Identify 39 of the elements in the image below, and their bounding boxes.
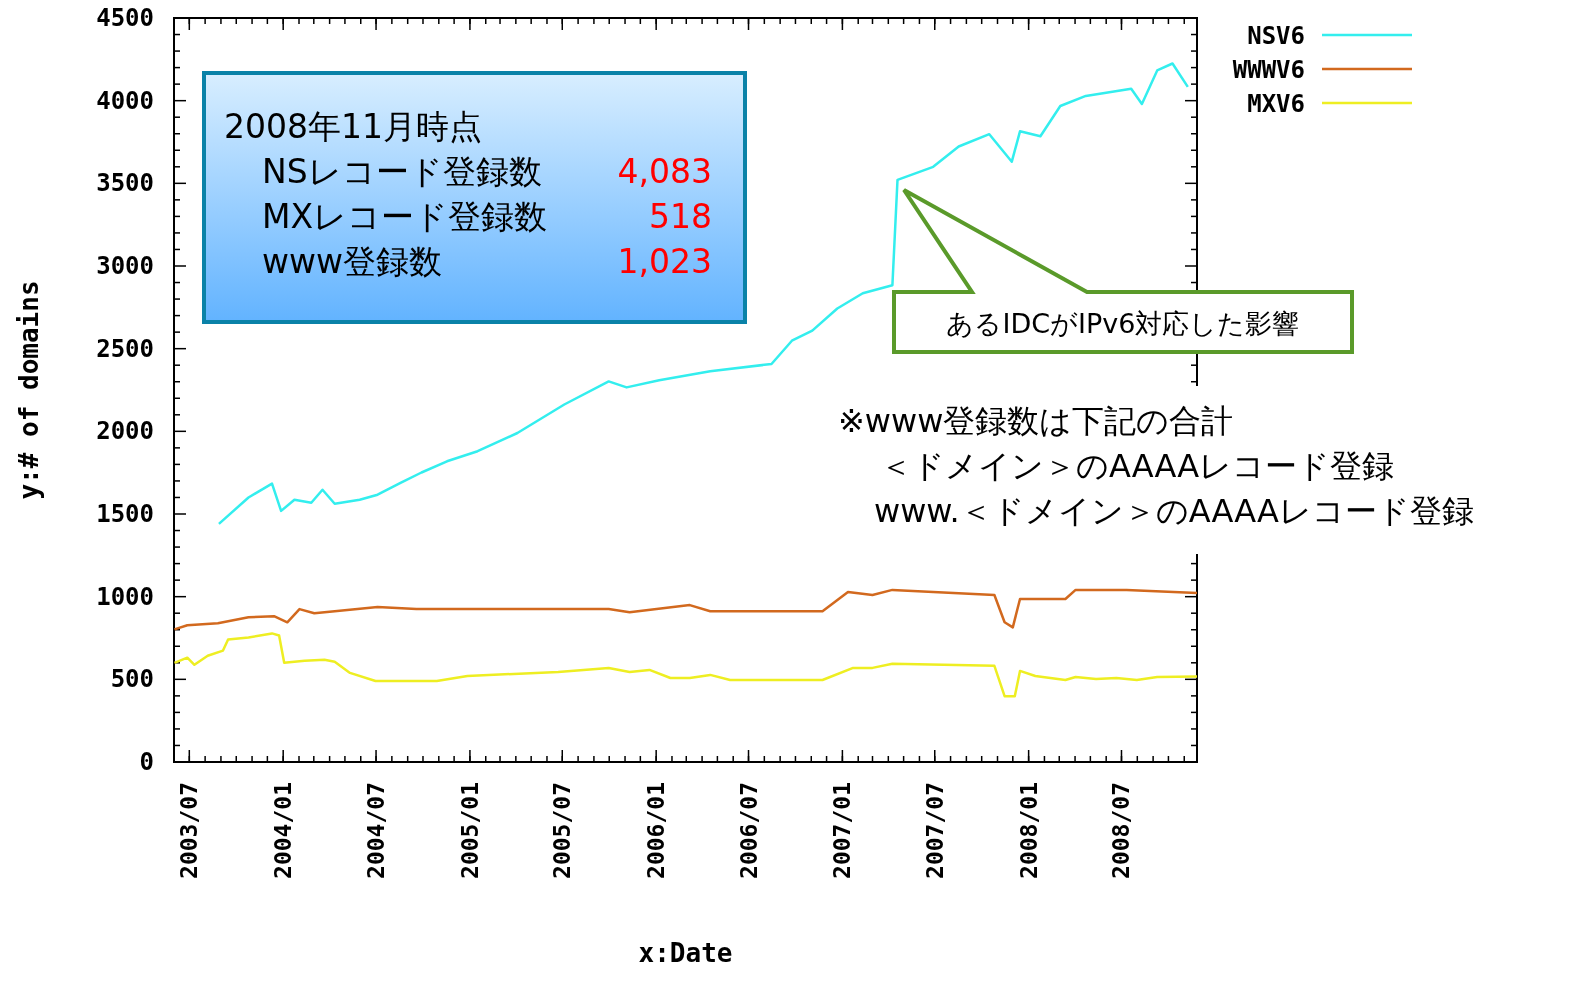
x-tick-label: 2007/01	[829, 782, 856, 879]
y-tick-label: 1000	[96, 582, 154, 611]
x-tick-label: 2003/07	[176, 782, 203, 879]
text: MXV6	[1247, 90, 1305, 118]
annotation: あるIDCがIPv6対応した影響	[946, 308, 1300, 339]
annotation: www登録数	[262, 242, 442, 281]
text: WWWV6	[1232, 56, 1305, 84]
text: NSV6	[1247, 22, 1305, 50]
annotation: NSレコード登録数	[262, 152, 542, 191]
y-tick-label: 500	[110, 665, 154, 694]
y-tick-label: 2000	[96, 417, 154, 446]
x-tick-label: 2007/07	[921, 782, 948, 879]
annotation: 518	[649, 197, 712, 236]
y-axis-title: y:# of domains	[14, 280, 44, 500]
annotation: 2008年11月時点	[224, 107, 482, 146]
y-tick-label: 4500	[96, 4, 154, 32]
x-tick-label: 2008/01	[1015, 782, 1042, 879]
annotation: MXレコード登録数	[262, 197, 548, 236]
x-axis-title: x:Date	[638, 938, 733, 968]
x-tick-label: 2004/07	[363, 782, 390, 879]
y-tick-label: 0	[139, 748, 154, 776]
x-tick-label: 2005/01	[456, 782, 483, 879]
y-tick-label: 4000	[96, 86, 154, 115]
annotation: ＜ドメイン＞のAAAAレコード登録	[880, 447, 1395, 485]
x-tick-label: 2008/07	[1108, 782, 1135, 879]
y-tick-label: 1500	[96, 500, 154, 528]
x-tick-label: 2004/01	[270, 782, 297, 879]
y-tick-label: 3500	[96, 169, 154, 198]
y-tick-label: 3000	[96, 252, 154, 280]
annotation: ※www登録数は下記の合計	[838, 402, 1234, 440]
line-series	[173, 588, 1199, 631]
x-tick-label: 2005/07	[549, 782, 576, 879]
annotation: www.＜ドメイン＞のAAAAレコード登録	[874, 492, 1474, 530]
x-tick-label: 2006/01	[643, 782, 670, 879]
annotation: 1,023	[617, 242, 712, 281]
x-tick-label: 2006/07	[735, 782, 762, 879]
annotation: 4,083	[617, 152, 712, 191]
y-tick-label: 2500	[96, 334, 154, 363]
line-series	[173, 632, 1199, 698]
